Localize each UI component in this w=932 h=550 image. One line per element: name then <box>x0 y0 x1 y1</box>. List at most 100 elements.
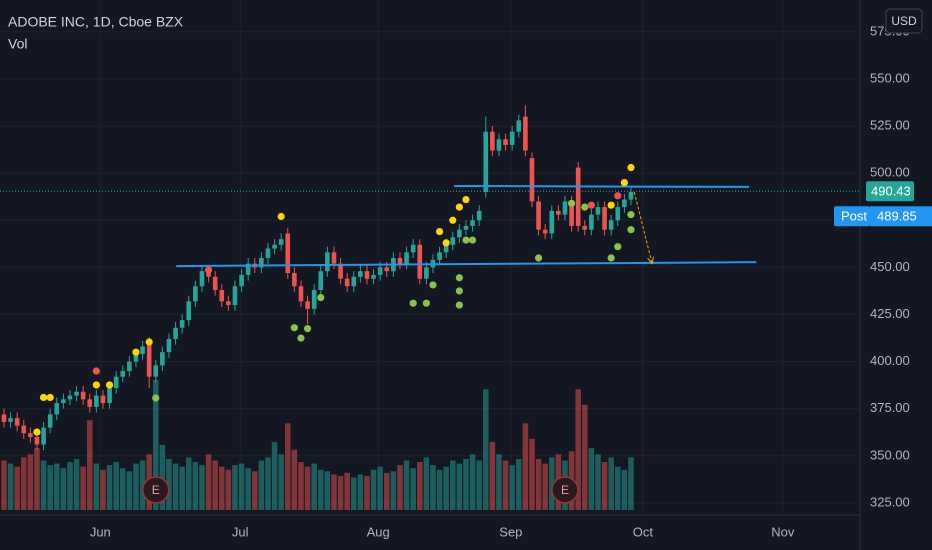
volume-bar <box>331 474 337 510</box>
signal-dot <box>587 201 595 209</box>
candle-body <box>28 433 33 437</box>
volume-bar <box>621 469 628 510</box>
volume-bar <box>100 469 106 510</box>
signal-dot <box>462 236 470 244</box>
candle-body <box>496 139 502 151</box>
volume-bar <box>416 462 423 510</box>
signal-dot <box>204 266 213 274</box>
candle-body <box>377 267 383 275</box>
volume-bar <box>357 474 364 510</box>
earnings-badge[interactable] <box>142 476 170 504</box>
signal-dot <box>152 394 160 402</box>
candle-body <box>615 207 621 221</box>
last-price-box <box>866 181 914 202</box>
volume-bar <box>93 463 100 510</box>
candle-body <box>536 201 541 230</box>
volume-bar <box>232 465 238 510</box>
volume-bar <box>218 466 225 510</box>
volume-bar <box>456 463 463 510</box>
candle-body <box>443 244 449 253</box>
volume-bar <box>522 423 529 510</box>
candle-body <box>285 233 291 274</box>
y-tick-label: 550.00 <box>870 70 910 85</box>
volume-bar <box>364 475 370 510</box>
candle-body <box>529 158 535 202</box>
volume-bar <box>271 441 278 510</box>
signal-dot <box>567 199 576 207</box>
volume-bar <box>60 468 67 510</box>
candle-body <box>173 327 178 339</box>
signal-dot <box>627 211 635 219</box>
volume-bar <box>27 454 34 510</box>
candle-body <box>575 167 581 226</box>
volume-bar <box>317 469 324 510</box>
candle-body <box>34 436 40 445</box>
candle-body <box>54 403 60 415</box>
volume-bar <box>575 389 581 510</box>
signal-dot <box>290 324 298 332</box>
trendline <box>176 261 757 268</box>
volume-bar <box>225 469 232 510</box>
candle-body <box>556 210 561 215</box>
volume-bar <box>588 448 595 510</box>
volume-bar <box>337 475 344 510</box>
signal-dot <box>92 367 100 375</box>
candle-body <box>344 278 350 287</box>
candle-body <box>298 286 304 302</box>
earnings-badge[interactable] <box>551 476 579 504</box>
signal-dot <box>468 236 477 244</box>
volume-bar <box>304 466 311 510</box>
candle-body <box>351 276 357 287</box>
candle-body <box>589 214 594 230</box>
volume-bar <box>410 468 416 510</box>
volume-bar <box>199 465 205 510</box>
x-tick-label: Sep <box>499 524 522 539</box>
x-tick-label: Oct <box>633 524 654 539</box>
volume-bar <box>350 477 357 510</box>
volume-bar <box>496 454 502 510</box>
volume-bar <box>152 380 159 510</box>
volume-bar <box>67 462 73 510</box>
volume-bar <box>390 471 397 510</box>
candle-body <box>562 201 568 215</box>
candle-body <box>67 395 73 400</box>
candle-body <box>364 271 370 279</box>
candle-body <box>146 342 152 377</box>
candle-body <box>523 116 528 151</box>
currency-button[interactable] <box>885 8 923 34</box>
candle-body <box>503 139 508 145</box>
candle-body <box>292 273 297 287</box>
volume-bar <box>185 457 192 510</box>
candle-body <box>490 131 495 151</box>
volume-bar <box>370 469 377 510</box>
candle-body <box>608 220 614 230</box>
currency-label: USD <box>891 14 917 28</box>
volume-bar <box>549 457 555 510</box>
earnings-label: E <box>561 483 569 497</box>
candle-body <box>338 263 343 279</box>
y-tick-label: 325.00 <box>870 494 910 509</box>
candle-body <box>80 391 86 400</box>
volume-bar <box>430 465 436 510</box>
chart-title: ADOBE INC, 1D, Cboe BZX <box>8 14 184 30</box>
candle-body <box>358 271 363 277</box>
candle-body <box>325 252 330 272</box>
candle-body <box>371 274 376 279</box>
volume-bar <box>133 463 139 510</box>
candle-body <box>311 290 317 309</box>
candle-body <box>87 399 93 407</box>
candle-body <box>94 395 99 407</box>
volume-bar <box>47 465 53 510</box>
volume-bar <box>86 420 93 510</box>
candle-body <box>397 257 403 264</box>
signal-dot <box>442 239 450 247</box>
candle-body <box>14 418 20 426</box>
volume-bar <box>423 457 430 510</box>
volume-bar <box>265 457 271 510</box>
volume-bar <box>324 471 331 510</box>
trendline <box>454 184 750 188</box>
candle-body <box>272 244 277 249</box>
volume-bar <box>601 462 608 510</box>
signal-dot <box>462 195 470 204</box>
signal-dot <box>92 381 100 389</box>
